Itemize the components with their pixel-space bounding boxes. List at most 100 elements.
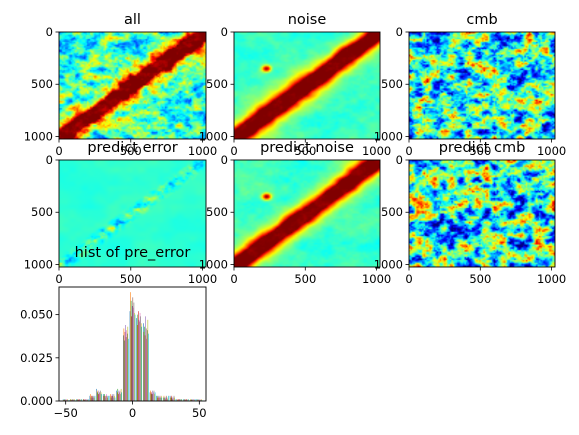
hist-bar bbox=[100, 392, 102, 401]
hist-bar bbox=[158, 395, 160, 401]
hist-bar bbox=[108, 395, 109, 401]
hist-bar bbox=[201, 399, 202, 401]
hist-bar bbox=[118, 394, 119, 401]
hist-bar bbox=[134, 312, 135, 401]
y-tick-label: 1000 bbox=[199, 129, 228, 143]
hist-bar bbox=[153, 392, 154, 401]
hist-bar bbox=[172, 397, 173, 401]
panel-hist-of-pre_error bbox=[55, 286, 207, 405]
y-tick-label: 500 bbox=[381, 77, 403, 91]
hist-bar bbox=[123, 335, 124, 401]
hist-bar bbox=[125, 325, 126, 401]
hist-bar bbox=[83, 399, 85, 401]
hist-bar bbox=[180, 399, 181, 401]
hist-bar bbox=[194, 399, 196, 401]
hist-bar bbox=[66, 399, 67, 401]
hist-bar bbox=[186, 399, 188, 401]
hist-bar bbox=[185, 399, 187, 401]
hist-bar bbox=[100, 390, 101, 401]
hist-bar bbox=[124, 340, 125, 401]
hist-bar bbox=[147, 319, 149, 401]
y-tick-label: 0 bbox=[46, 153, 53, 167]
hist-bar bbox=[70, 399, 72, 401]
hist-bar bbox=[92, 395, 94, 401]
x-tick-label: 500 bbox=[294, 272, 316, 286]
hist-bar bbox=[120, 394, 121, 401]
hist-bar bbox=[140, 316, 141, 401]
hist-bar bbox=[133, 307, 134, 401]
y-tick-label: 500 bbox=[381, 205, 403, 219]
hist-bar bbox=[159, 397, 160, 401]
hist-bar bbox=[90, 397, 92, 401]
hist-bar bbox=[150, 390, 151, 401]
y-tick-label: 0 bbox=[46, 25, 53, 39]
hist-bar bbox=[104, 394, 105, 401]
panel-title: predict cmb bbox=[439, 140, 526, 156]
x-tick-label: 1000 bbox=[362, 144, 391, 158]
hist-bar bbox=[117, 388, 119, 401]
hist-bar bbox=[170, 397, 172, 401]
panel-title: cmb bbox=[466, 12, 497, 28]
hist-bar bbox=[141, 326, 143, 401]
hist-bar bbox=[139, 321, 140, 401]
hist-bar bbox=[113, 397, 114, 401]
hist-bar bbox=[112, 395, 114, 401]
x-tick-label: 1000 bbox=[537, 144, 566, 158]
hist-bar bbox=[109, 395, 111, 401]
hist-bar bbox=[121, 392, 122, 401]
hist-bar bbox=[119, 390, 121, 401]
panel-title: predict error bbox=[87, 140, 177, 156]
hist-bar bbox=[151, 390, 153, 401]
axes-frame bbox=[58, 159, 207, 268]
x-tick-label: 1000 bbox=[188, 272, 217, 286]
hist-bar bbox=[157, 395, 159, 401]
hist-bar bbox=[105, 397, 106, 401]
panel-cmb bbox=[405, 31, 556, 143]
hist-bar bbox=[70, 399, 71, 401]
hist-bar bbox=[134, 314, 136, 401]
panel-title: all bbox=[124, 12, 141, 28]
hist-bar bbox=[138, 311, 139, 401]
y-tick-label: 1000 bbox=[199, 257, 228, 271]
hist-bar bbox=[126, 333, 128, 401]
x-tick-label: 500 bbox=[469, 144, 491, 158]
hist-bar bbox=[120, 388, 122, 401]
hist-bar bbox=[143, 331, 145, 401]
hist-bar bbox=[91, 397, 93, 401]
hist-bar bbox=[102, 394, 104, 401]
y-tick-label: 1000 bbox=[24, 129, 53, 143]
hist-bar bbox=[146, 330, 148, 401]
hist-bar bbox=[62, 399, 64, 401]
hist-bar bbox=[187, 399, 189, 401]
hist-bar bbox=[138, 319, 140, 401]
hist-bar bbox=[77, 399, 79, 401]
hist-bar bbox=[128, 338, 129, 401]
hist-bar bbox=[105, 395, 107, 401]
hist-bar bbox=[184, 399, 185, 401]
hist-bar bbox=[172, 399, 174, 401]
hist-bar bbox=[106, 395, 108, 401]
hist-bar bbox=[188, 399, 189, 401]
hist-bar bbox=[152, 394, 154, 401]
hist-bar bbox=[136, 318, 137, 401]
hist-bar bbox=[113, 394, 115, 401]
axes-frame bbox=[233, 159, 381, 268]
hist-bar bbox=[127, 326, 129, 401]
hist-bar bbox=[144, 326, 145, 401]
hist-bar bbox=[125, 337, 127, 401]
hist-bar bbox=[103, 395, 105, 401]
heatmap-image bbox=[59, 160, 206, 267]
hist-bar bbox=[77, 399, 78, 401]
panel-noise bbox=[230, 31, 381, 143]
heatmap-image bbox=[59, 32, 206, 139]
hist-bar bbox=[111, 394, 113, 401]
y-tick-label: 1000 bbox=[374, 129, 403, 143]
hist-bar bbox=[111, 395, 112, 401]
hist-bar bbox=[165, 395, 167, 401]
hist-bar bbox=[72, 399, 73, 401]
hist-bar bbox=[110, 394, 111, 401]
hist-bar bbox=[86, 399, 87, 401]
x-tick-label: 0 bbox=[55, 272, 62, 286]
y-tick-label: 1000 bbox=[374, 257, 403, 271]
hist-bar bbox=[154, 394, 155, 401]
